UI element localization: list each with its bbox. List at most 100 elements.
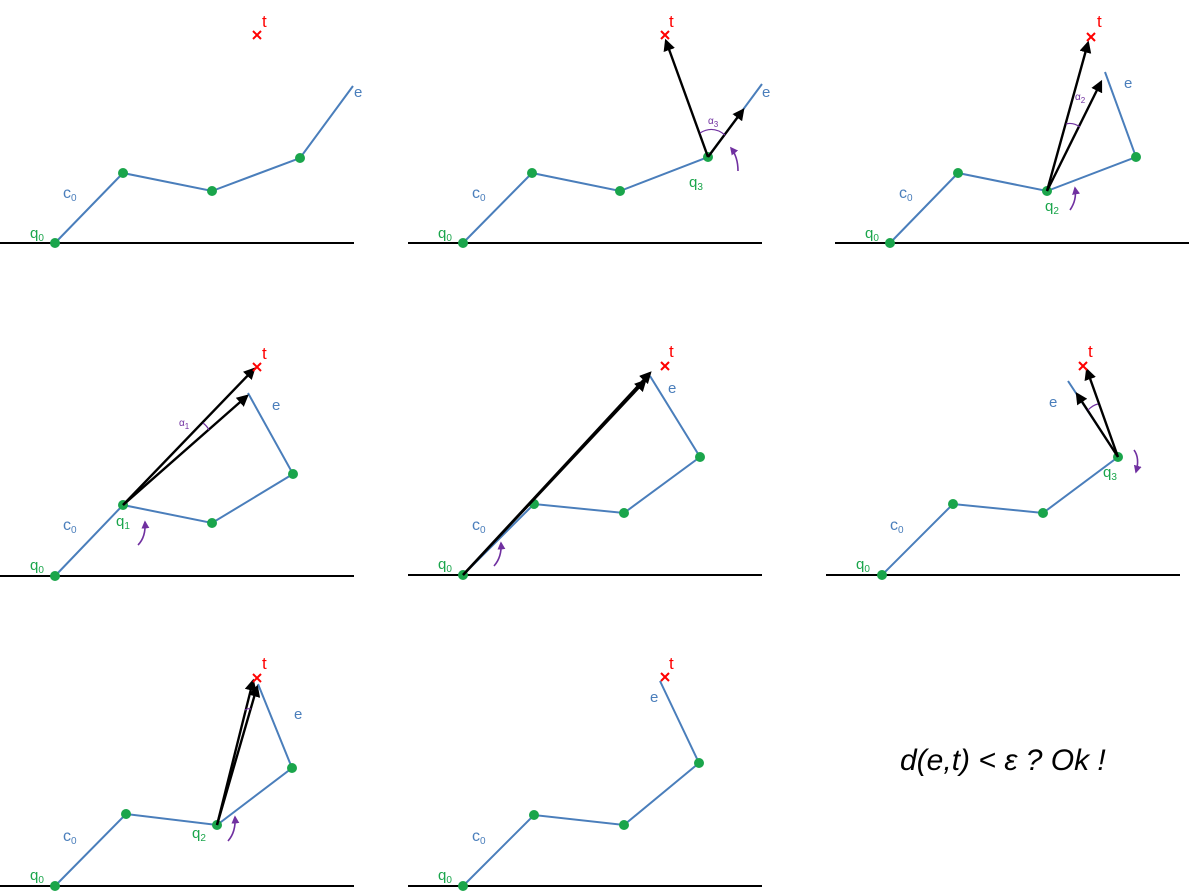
joint-q1: [529, 810, 539, 820]
chain: [881, 380, 1120, 576]
joint-label-q0: q0: [30, 557, 44, 576]
target-label: t: [669, 342, 674, 361]
panel-4-rotate-q1: α1 t e c0 q0 q1: [0, 344, 354, 581]
angle-arc: [202, 422, 210, 431]
angle-label: α2: [1075, 92, 1086, 105]
chain: [462, 83, 763, 244]
angle-arc: [1087, 403, 1099, 411]
panel-3-rotate-q2: α2 t e c0 q0 q2: [835, 12, 1189, 248]
joint-q0: [50, 571, 60, 581]
joint-q2: [207, 518, 217, 528]
joint-label-q0: q0: [856, 556, 870, 575]
panel-2-rotate-q3: α3 t e c0 q0 q3: [408, 12, 770, 248]
joint-label-q0: q0: [865, 225, 879, 244]
joint-q1: [948, 499, 958, 509]
rotation-arrow: [493, 541, 506, 567]
chain-label: c0: [899, 185, 913, 204]
joint-q1: [953, 168, 963, 178]
joint-q0: [458, 881, 468, 891]
joint-q2: [207, 186, 217, 196]
angle-arc: [244, 708, 252, 711]
joint-q0: [885, 238, 895, 248]
joint-label-q0: q0: [30, 867, 44, 886]
vector-to-end-effector: [1075, 391, 1120, 458]
joint-label-q0: q0: [30, 225, 44, 244]
chain: [889, 71, 1138, 244]
vector-to-end-effector: [122, 394, 249, 506]
chain-label: c0: [472, 185, 486, 204]
joint-q3: [1131, 152, 1141, 162]
chain-label: c0: [890, 517, 904, 536]
target-label: t: [262, 12, 267, 31]
joint-q2: [1038, 508, 1048, 518]
chain: [54, 392, 295, 577]
angle-label: α1: [179, 418, 190, 431]
joint-q3: [295, 153, 305, 163]
chain: [462, 680, 701, 887]
joint-label-q2: q2: [1045, 198, 1059, 217]
joint-label-q0: q0: [438, 225, 452, 244]
target-label: t: [262, 344, 267, 363]
joint-q3: [694, 758, 704, 768]
target-label: t: [1097, 12, 1102, 31]
end-effector-label: e: [354, 84, 362, 101]
rotation-arrow: [730, 146, 739, 172]
end-effector-label: e: [1049, 394, 1057, 411]
target-label: t: [262, 654, 267, 673]
vector-to-target: [1045, 40, 1092, 192]
joint-q0: [50, 238, 60, 248]
rotation-arrow: [137, 520, 150, 546]
chain: [54, 683, 294, 887]
target-cross: [252, 362, 262, 372]
joint-q2: [619, 820, 629, 830]
chain-label: c0: [63, 185, 77, 204]
target-cross: [660, 30, 670, 40]
target-label: t: [669, 12, 674, 31]
target-cross: [1086, 32, 1096, 42]
rotation-arrow: [227, 815, 240, 842]
end-effector-label: e: [762, 84, 770, 101]
joint-label-q3: q3: [689, 174, 703, 193]
joint-label-q0: q0: [438, 556, 452, 575]
chain-label: c0: [472, 517, 486, 536]
joint-q0: [877, 570, 887, 580]
joint-q1: [118, 168, 128, 178]
panel-7-rotate-q2-again: t e c0 q0 q2: [0, 654, 354, 891]
target-label: t: [669, 654, 674, 673]
vector-to-target: [1084, 367, 1120, 458]
target-cross: [252, 30, 262, 40]
target-label: t: [1088, 342, 1093, 361]
joint-label-q0: q0: [438, 867, 452, 886]
vector-to-end-effector: [215, 684, 261, 826]
joint-q2: [619, 508, 629, 518]
target-cross: [660, 672, 670, 682]
joint-q2: [615, 186, 625, 196]
vector-to-end-effector: [462, 379, 647, 576]
chain: [54, 85, 354, 244]
joint-label-q3: q3: [1103, 464, 1117, 483]
joint-q0: [458, 238, 468, 248]
joint-q1: [121, 809, 131, 819]
convergence-check-text: d(e,t) < ε ? Ok !: [900, 744, 1106, 777]
vector-to-target: [663, 38, 710, 158]
vector-to-target: [122, 367, 256, 506]
end-effector-label: e: [294, 706, 302, 723]
target-cross: [1078, 361, 1088, 371]
joint-q3: [287, 763, 297, 773]
end-effector-label: e: [650, 689, 658, 706]
panel-8-converged: t e c0 q0: [408, 654, 762, 891]
angle-arc: [1065, 122, 1081, 128]
chain: [462, 375, 702, 576]
target-cross: [252, 673, 262, 683]
end-effector-label: e: [272, 397, 280, 414]
joint-label-q2: q2: [192, 825, 206, 844]
vector-to-end-effector: [1045, 79, 1103, 192]
rotation-arrow: [1069, 186, 1080, 211]
joint-q3: [288, 469, 298, 479]
joint-q3: [695, 452, 705, 462]
angle-label: α3: [708, 116, 719, 129]
angle-arc: [699, 128, 726, 136]
rotation-arrow: [1133, 449, 1142, 474]
panel-1-initial: t e c0 q0: [0, 12, 362, 248]
